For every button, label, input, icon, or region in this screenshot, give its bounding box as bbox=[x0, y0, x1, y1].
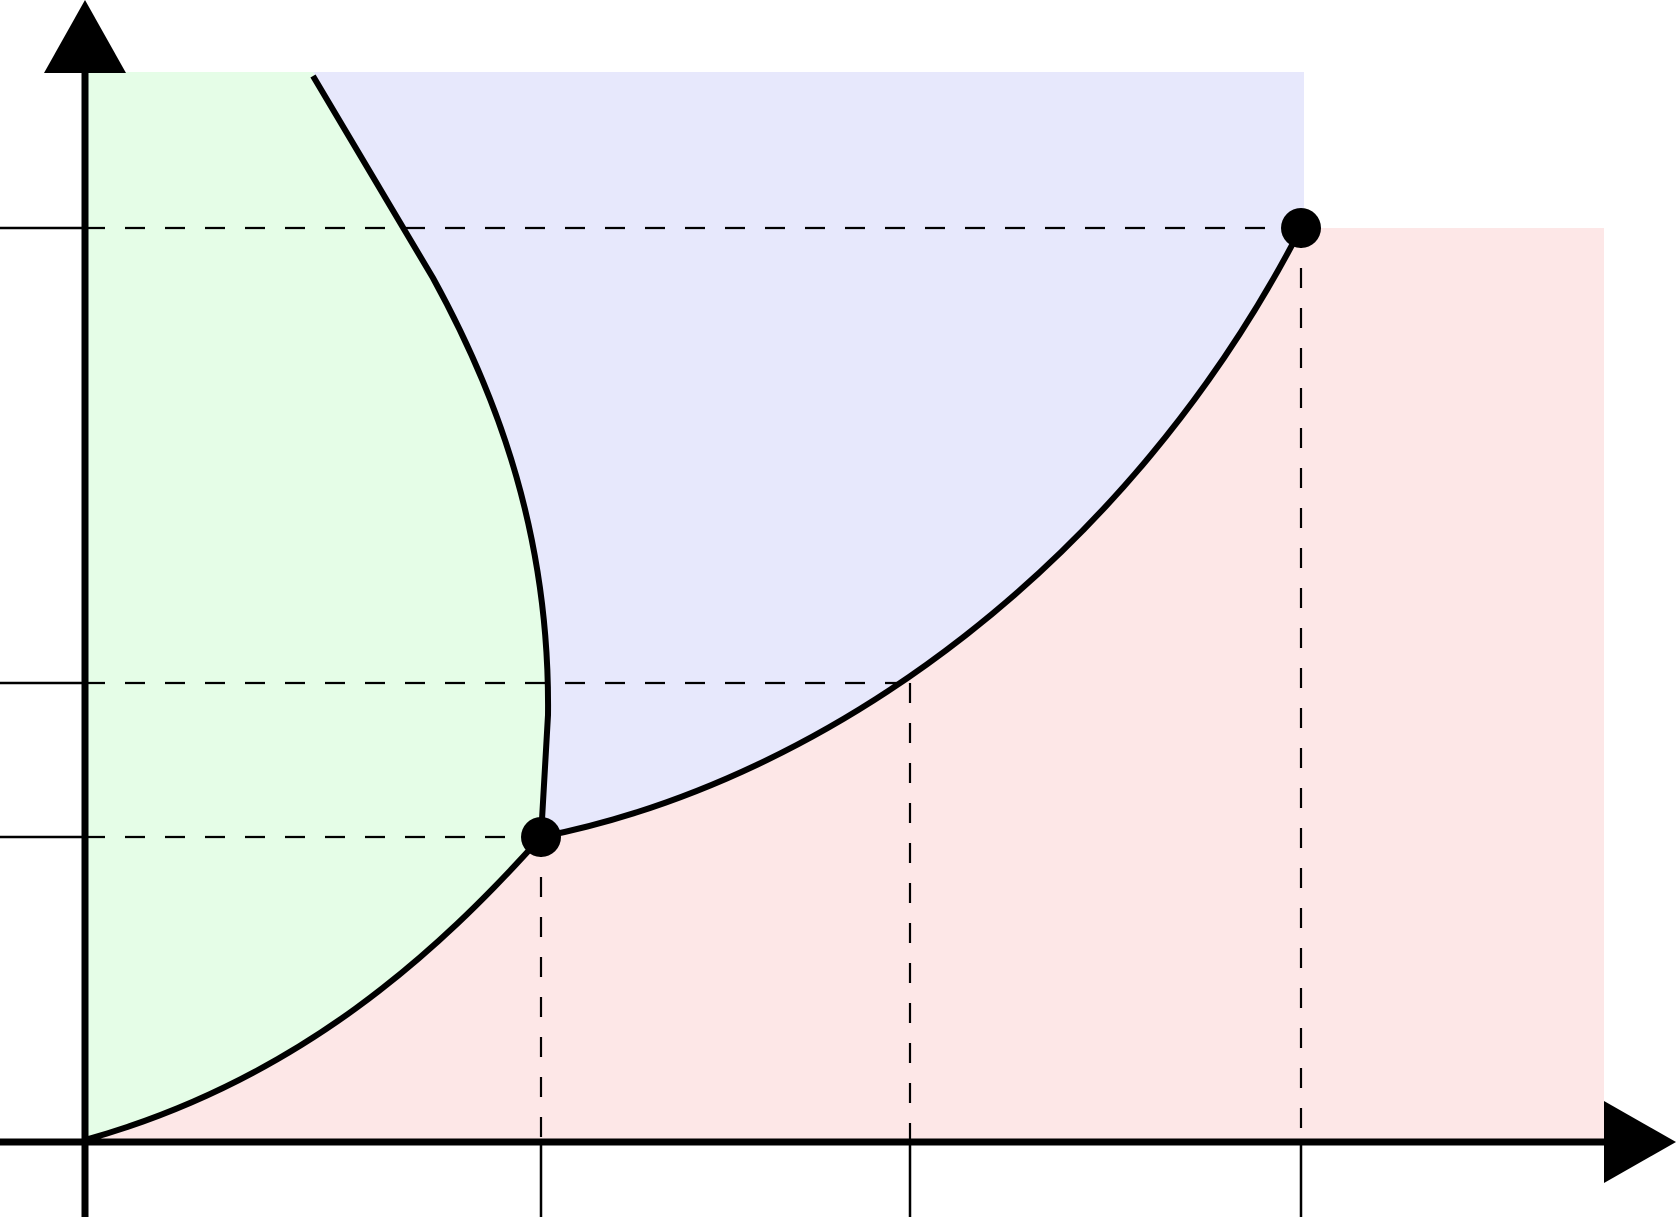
boundary-curves bbox=[84, 74, 1304, 1143]
tick-marks bbox=[0, 226, 1303, 1217]
lower-boundary-curve bbox=[84, 835, 544, 1143]
red-region bbox=[85, 228, 1604, 1142]
y-axis-arrow-icon bbox=[44, 0, 126, 73]
left-boundary-curve bbox=[310, 74, 552, 838]
blue-region bbox=[313, 72, 1304, 837]
upper-boundary-curve bbox=[540, 226, 1304, 840]
critical-point bbox=[1281, 208, 1321, 248]
x-axis-arrow-icon bbox=[1604, 1101, 1676, 1183]
green-region bbox=[85, 72, 549, 1140]
triple-point bbox=[521, 817, 561, 857]
guide-lines bbox=[85, 226, 1303, 1142]
